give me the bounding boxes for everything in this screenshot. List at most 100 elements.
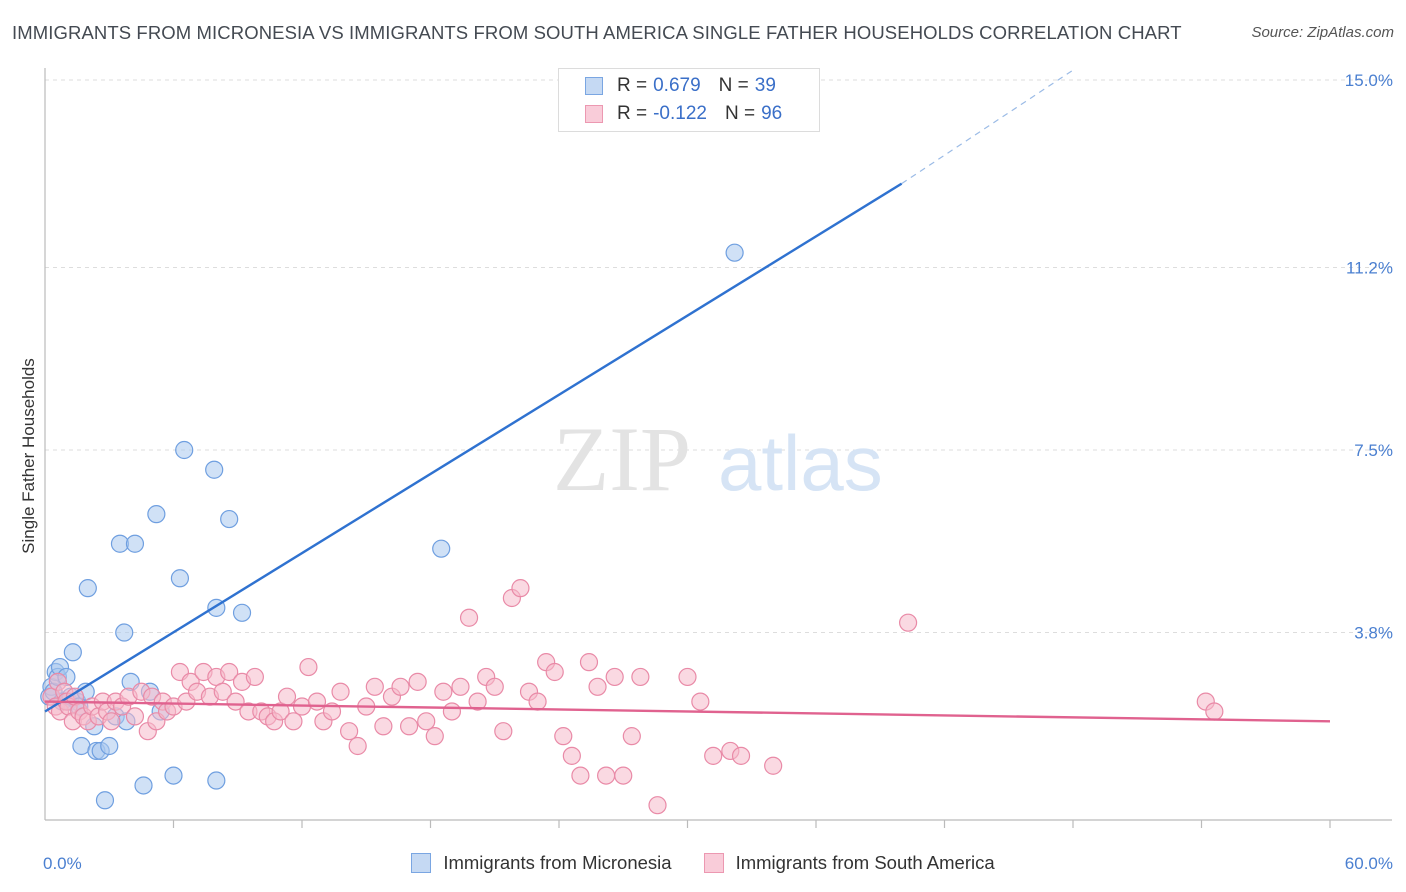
point-micronesia <box>125 534 145 553</box>
point-south-america <box>348 736 367 756</box>
legend-r-value: 0.679 <box>653 75 701 96</box>
point-south-america <box>434 682 453 701</box>
point-south-america <box>417 712 436 731</box>
series-legend: Immigrants from Micronesia Immigrants fr… <box>0 852 1406 874</box>
point-micronesia <box>147 505 166 524</box>
trend-line-micronesia <box>44 182 903 713</box>
trend-line-south-america <box>44 700 1331 723</box>
point-south-america <box>588 677 607 696</box>
legend-n-label: N = <box>718 75 749 96</box>
point-south-america <box>245 667 264 687</box>
point-south-america <box>125 707 145 726</box>
point-micronesia <box>115 623 134 642</box>
point-south-america <box>631 667 650 687</box>
y-tick-label: 7.5% <box>1354 441 1393 460</box>
series-swatch-blue <box>411 853 432 873</box>
legend-r-label: R = <box>617 75 648 96</box>
series-name: Immigrants from Micronesia <box>443 852 672 873</box>
point-south-america <box>764 756 783 775</box>
point-micronesia <box>207 771 226 790</box>
point-south-america <box>571 766 590 785</box>
point-south-america <box>340 722 359 741</box>
point-south-america <box>459 608 479 627</box>
legend-n-value: 96 <box>761 103 783 124</box>
point-micronesia <box>100 736 119 756</box>
point-micronesia <box>232 603 252 622</box>
point-south-america <box>648 796 667 815</box>
chart-title: IMMIGRANTS FROM MICRONESIA VS IMMIGRANTS… <box>12 22 1182 43</box>
point-south-america <box>494 722 513 741</box>
point-south-america <box>622 727 641 746</box>
watermark-atlas: atlas <box>718 419 883 507</box>
series-name: Immigrants from South America <box>735 852 995 873</box>
series-legend-micronesia[interactable]: Immigrants from Micronesia <box>411 852 672 874</box>
point-south-america <box>391 677 410 696</box>
legend-swatch-pink <box>585 105 603 123</box>
trend-lines <box>44 69 1331 723</box>
point-micronesia <box>95 791 115 810</box>
watermark-zip: ZIP <box>553 408 691 510</box>
point-south-america <box>545 662 564 682</box>
point-south-america <box>307 692 327 711</box>
point-south-america <box>374 717 393 736</box>
point-south-america <box>528 692 547 711</box>
trend-line-micronesia-extension <box>901 69 1074 185</box>
series-swatch-pink <box>703 853 724 873</box>
point-south-america <box>485 677 504 696</box>
legend-row-south-america: R = -0.122 N = 96 <box>585 102 800 126</box>
point-micronesia <box>170 569 190 588</box>
point-south-america <box>597 766 616 785</box>
point-micronesia <box>164 766 183 785</box>
legend-n-value: 39 <box>754 75 776 96</box>
correlation-legend: R = 0.679 N = 39 R = -0.122 N = 96 <box>558 68 820 132</box>
point-south-america <box>408 672 427 691</box>
y-tick-label: 3.8% <box>1354 624 1393 643</box>
y-tick-label: 15.0% <box>1345 71 1393 90</box>
point-south-america <box>731 746 751 765</box>
x-tick-label: 60.0% <box>1345 854 1393 873</box>
point-south-america <box>691 692 710 711</box>
point-south-america <box>226 692 245 711</box>
point-micronesia <box>205 460 224 479</box>
point-south-america <box>1205 702 1224 721</box>
point-south-america <box>704 746 723 765</box>
point-south-america <box>399 717 419 736</box>
point-south-america <box>605 667 624 687</box>
legend-row-micronesia: R = 0.679 N = 39 <box>585 74 794 98</box>
point-south-america <box>898 613 918 632</box>
point-south-america <box>614 766 633 785</box>
y-axis-title: Single Father Households <box>19 358 38 554</box>
point-south-america <box>425 727 444 746</box>
axis-labels: 3.8% 7.5% 11.2% 15.0% 0.0% 60.0% Single Father… <box>19 71 1393 873</box>
point-south-america <box>299 657 318 677</box>
series-legend-south-america[interactable]: Immigrants from South America <box>703 852 995 874</box>
point-micronesia <box>134 776 153 795</box>
point-south-america <box>562 746 581 765</box>
point-south-america <box>331 682 350 701</box>
legend-n-label: N = <box>724 103 756 124</box>
point-south-america <box>678 667 697 687</box>
point-south-america <box>284 712 303 731</box>
point-south-america <box>554 727 573 746</box>
point-micronesia <box>175 440 194 460</box>
x-tick-label: 0.0% <box>43 854 82 873</box>
point-micronesia <box>220 509 239 529</box>
source-credit: Source: ZipAtlas.com <box>1251 24 1394 41</box>
point-south-america <box>220 662 239 682</box>
point-south-america <box>213 682 232 701</box>
point-south-america <box>579 653 599 672</box>
point-micronesia <box>725 243 744 262</box>
legend-r-value: -0.122 <box>653 103 707 124</box>
gridlines <box>45 79 1392 634</box>
point-micronesia <box>63 643 82 662</box>
point-south-america <box>511 579 530 598</box>
point-south-america <box>468 692 487 711</box>
legend-swatch-blue <box>585 77 603 95</box>
point-south-america <box>277 687 297 706</box>
point-micronesia <box>432 539 451 558</box>
data-points <box>40 243 1224 815</box>
point-south-america <box>451 677 470 696</box>
y-tick-label: 11.2% <box>1346 258 1393 277</box>
point-south-america <box>442 702 462 721</box>
